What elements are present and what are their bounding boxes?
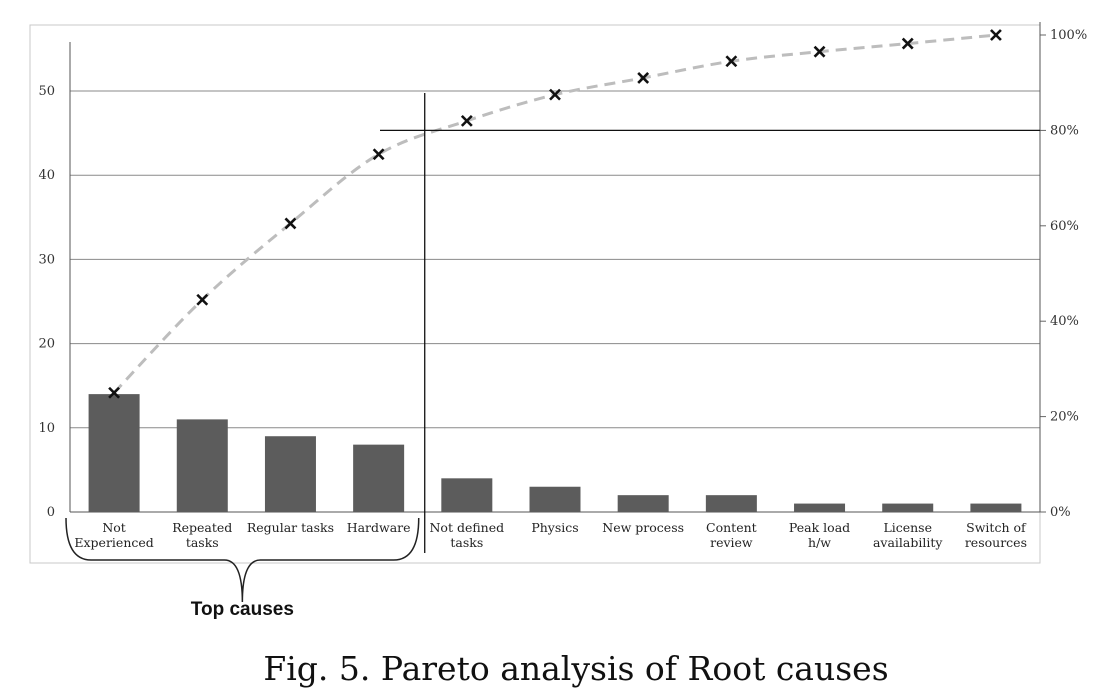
cumulative-line <box>113 33 997 394</box>
y2-tick-label: 0% <box>1050 505 1071 520</box>
bar <box>176 419 228 512</box>
y2-tick-label: 20% <box>1050 410 1079 425</box>
cumulative-curve <box>108 29 1002 399</box>
y-tick-label: 20 <box>38 337 55 352</box>
cumulative-marker <box>725 55 738 68</box>
bar <box>88 394 140 512</box>
category-label: Physics <box>531 520 578 535</box>
cumulative-marker <box>196 293 209 306</box>
category-label: Hardware <box>347 520 411 535</box>
marker-stroke <box>196 293 209 306</box>
marker-stroke <box>901 37 914 50</box>
y2-tick-label: 80% <box>1050 123 1079 138</box>
marker-stroke <box>637 72 650 84</box>
bar <box>529 486 581 512</box>
y2-tick-label: 100% <box>1050 28 1087 43</box>
cumulative-marker <box>901 37 914 50</box>
category-label: Repeated tasks <box>172 520 232 550</box>
marker-stroke <box>549 88 561 101</box>
marker-stroke <box>284 217 297 230</box>
top-causes-brace <box>65 517 420 603</box>
bar <box>882 503 934 512</box>
marker-stroke <box>460 114 473 127</box>
y-tick-label: 30 <box>38 252 55 267</box>
cumulative-marker <box>284 217 297 230</box>
y-tick-label: 40 <box>38 168 55 183</box>
bar <box>705 495 757 512</box>
y-tick-label: 10 <box>38 421 55 436</box>
bar <box>441 478 493 512</box>
bar <box>970 503 1022 512</box>
category-label: Not Experienced <box>74 520 153 550</box>
category-label: New process <box>602 520 684 535</box>
bars <box>88 394 1022 512</box>
category-label: Peak load h/w <box>789 520 850 550</box>
bar <box>617 495 669 512</box>
bar <box>794 503 846 512</box>
category-label: Content review <box>706 520 757 550</box>
marker-stroke <box>372 148 385 161</box>
bar <box>353 444 405 512</box>
y2-tick-label: 60% <box>1050 219 1079 234</box>
cumulative-marker <box>989 29 1002 41</box>
cumulative-marker <box>813 45 826 58</box>
cumulative-marker <box>460 114 473 127</box>
category-label: Switch of resources <box>965 520 1027 550</box>
category-label: License availability <box>873 520 943 550</box>
category-labels: Not Experienced Repeated tasks Regular tasks… <box>74 520 1027 550</box>
cumulative-marker <box>637 72 650 84</box>
category-label: Not defined tasks <box>429 520 504 550</box>
y-tick-label: 0 <box>47 505 55 520</box>
marker-stroke <box>108 386 121 399</box>
cumulative-marker <box>549 88 561 101</box>
top-causes-label: Top causes <box>191 599 294 620</box>
figure-caption: Fig. 5. Pareto analysis of Root causes <box>263 649 888 688</box>
marker-stroke <box>813 45 826 58</box>
cumulative-marker <box>108 386 121 399</box>
cumulative-marker <box>372 148 385 161</box>
threshold-lines <box>380 93 1040 553</box>
marker-stroke <box>725 55 738 68</box>
bar <box>264 436 316 512</box>
marker-stroke <box>989 29 1002 41</box>
gridlines <box>70 90 1040 429</box>
y2-tick-label: 40% <box>1050 314 1079 329</box>
category-label: Regular tasks <box>247 520 334 535</box>
y-tick-label: 50 <box>38 84 55 99</box>
